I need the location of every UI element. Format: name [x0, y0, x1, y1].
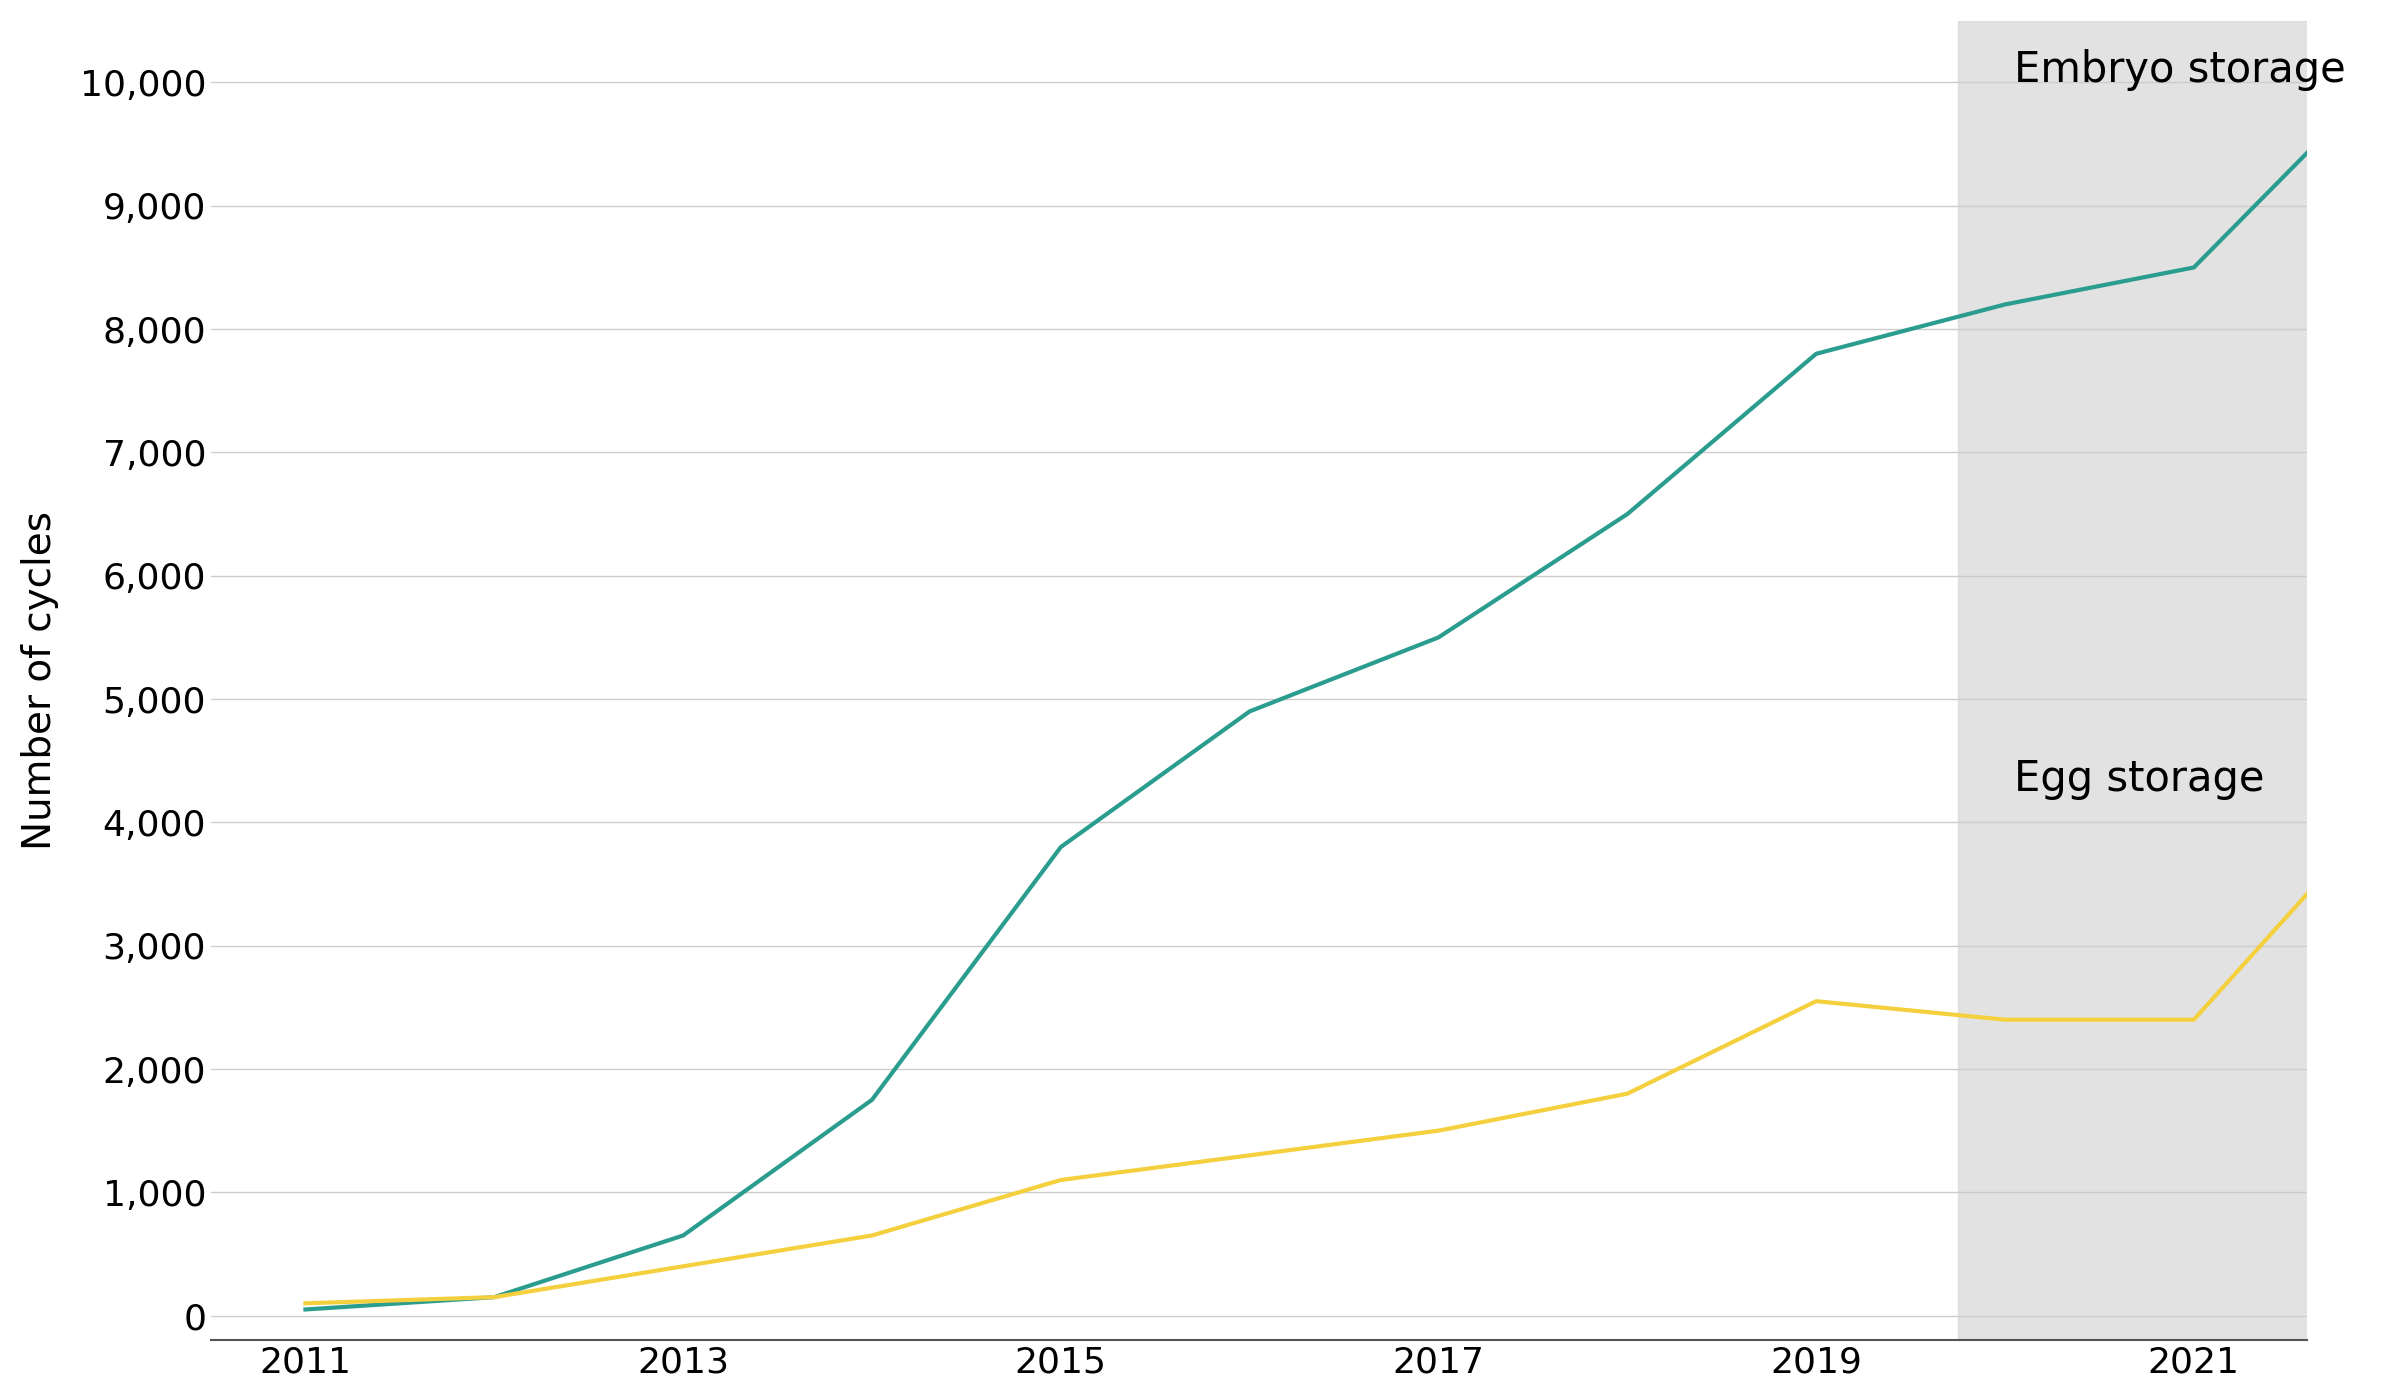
Bar: [1958, 21, 2383, 1340]
Text: Egg storage: Egg storage: [2014, 759, 2266, 801]
Y-axis label: Number of cycles: Number of cycles: [22, 511, 60, 850]
Text: Embryo storage: Embryo storage: [2014, 49, 2347, 91]
